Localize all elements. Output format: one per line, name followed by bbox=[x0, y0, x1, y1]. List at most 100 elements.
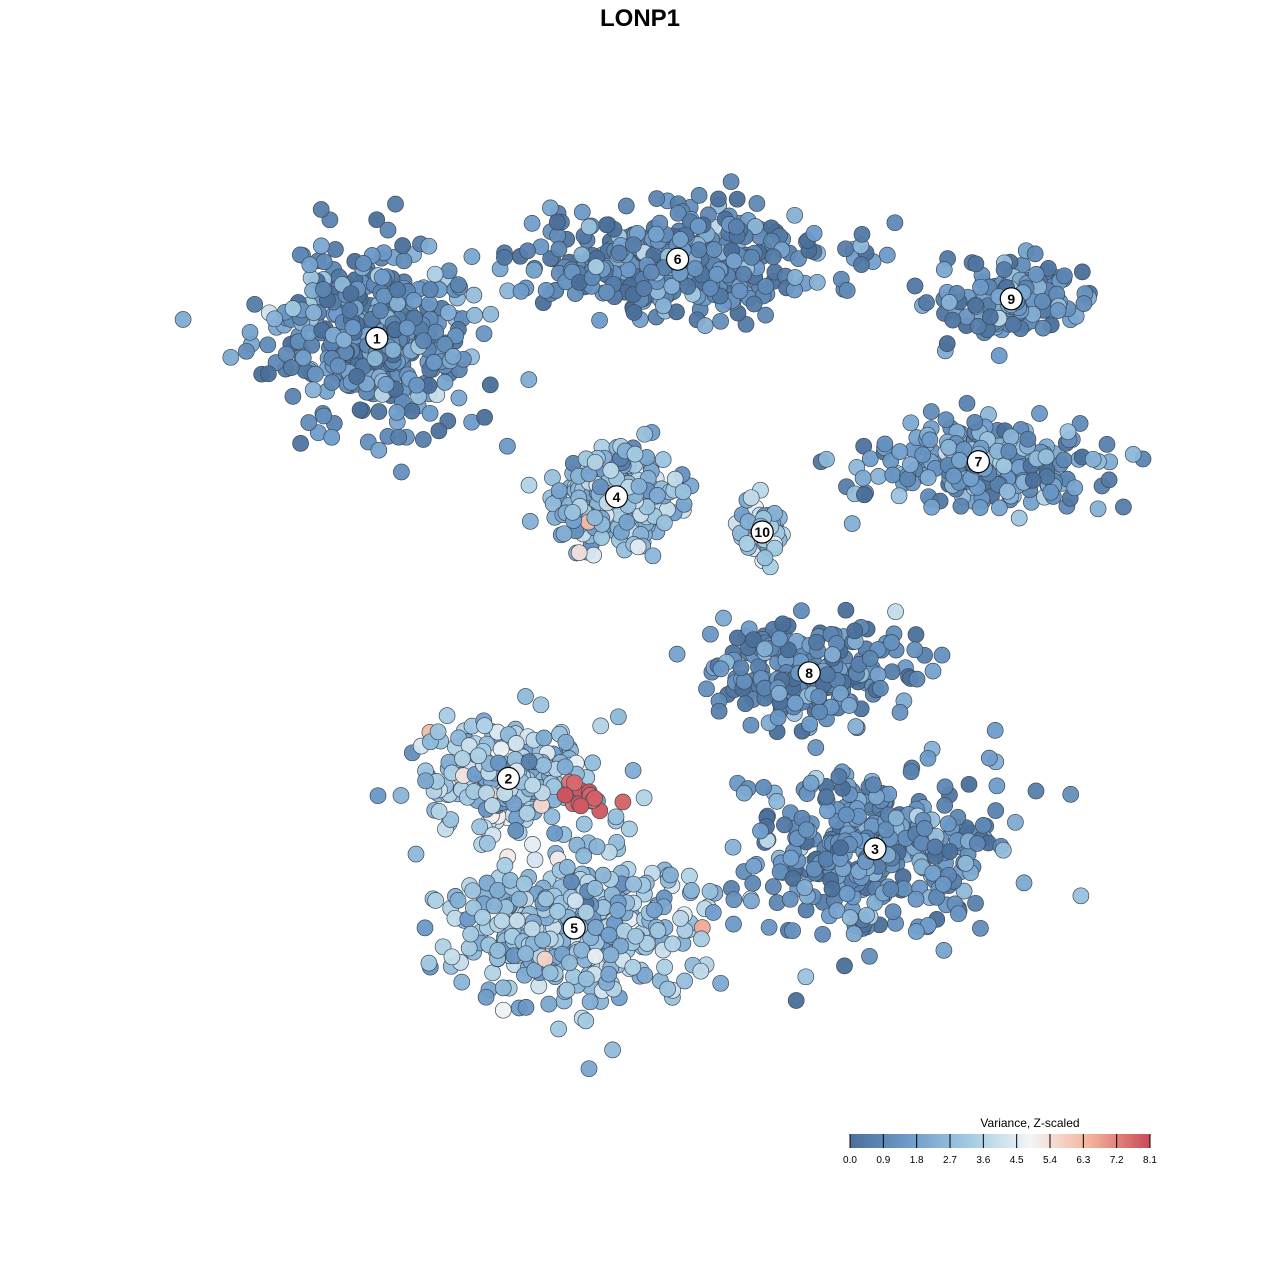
cell-point bbox=[373, 268, 391, 286]
cell-point bbox=[668, 645, 686, 663]
cell-point bbox=[1042, 483, 1060, 501]
cell-point bbox=[439, 304, 457, 321]
cell-point bbox=[342, 285, 360, 303]
cell-point bbox=[1019, 430, 1037, 448]
cell-point bbox=[284, 300, 302, 317]
cell-point bbox=[940, 439, 958, 456]
cell-point bbox=[1037, 448, 1055, 466]
cell-point bbox=[647, 225, 665, 243]
cluster-label-badge bbox=[750, 520, 774, 544]
cell-point bbox=[1073, 263, 1091, 281]
cell-point bbox=[407, 845, 425, 863]
cell-point bbox=[757, 278, 775, 295]
cell-point bbox=[967, 255, 985, 273]
cell-point bbox=[724, 838, 742, 856]
cell-point bbox=[990, 347, 1008, 364]
cell-point bbox=[710, 702, 728, 720]
cell-point bbox=[940, 294, 958, 311]
cell-point bbox=[327, 241, 344, 258]
cell-point bbox=[883, 663, 901, 681]
cell-point bbox=[174, 311, 192, 328]
cell-point bbox=[1055, 451, 1073, 469]
cell-point bbox=[914, 446, 932, 464]
cell-point bbox=[556, 758, 574, 776]
cell-point bbox=[663, 278, 681, 295]
cluster-label-9: 9 bbox=[999, 287, 1023, 311]
cell-point bbox=[908, 670, 926, 688]
cell-point bbox=[938, 335, 956, 352]
cell-point bbox=[598, 283, 616, 301]
cell-point bbox=[558, 859, 576, 876]
cell-point bbox=[259, 336, 277, 354]
cell-point bbox=[939, 815, 957, 833]
cell-point bbox=[602, 946, 620, 964]
cell-point bbox=[625, 875, 642, 893]
cell-point bbox=[743, 249, 761, 266]
cluster-label-badge bbox=[966, 450, 991, 474]
cell-point bbox=[1056, 267, 1073, 285]
cell-point bbox=[769, 709, 787, 727]
cell-point bbox=[676, 972, 693, 990]
cell-point bbox=[1027, 266, 1045, 283]
cell-point bbox=[974, 817, 992, 834]
cell-point bbox=[377, 376, 395, 393]
cell-point bbox=[1034, 292, 1051, 310]
cell-point bbox=[592, 717, 610, 735]
cell-point bbox=[517, 999, 535, 1016]
cell-point bbox=[624, 762, 642, 779]
legend-tick-label: 0.0 bbox=[843, 1155, 857, 1166]
chart-title: LONP1 bbox=[600, 5, 680, 32]
cell-point bbox=[952, 497, 970, 515]
cluster-label-badge bbox=[365, 326, 389, 350]
cell-point bbox=[370, 441, 388, 459]
cell-point bbox=[507, 822, 525, 839]
cell-point bbox=[482, 305, 500, 323]
cell-point bbox=[1031, 405, 1048, 422]
cell-point bbox=[907, 626, 925, 643]
cell-point bbox=[520, 753, 538, 771]
cell-point bbox=[427, 892, 444, 909]
cluster-label-text: 5 bbox=[570, 920, 578, 936]
cell-point bbox=[710, 190, 727, 208]
cell-point bbox=[808, 273, 826, 291]
cell-point bbox=[384, 341, 402, 359]
cell-point bbox=[335, 331, 353, 349]
cell-point bbox=[436, 336, 454, 353]
cell-point bbox=[891, 443, 909, 460]
cell-point bbox=[745, 295, 763, 313]
cell-point bbox=[600, 965, 618, 983]
cell-point bbox=[916, 820, 933, 837]
cell-point bbox=[1049, 302, 1067, 319]
cell-point bbox=[636, 425, 654, 443]
cell-point bbox=[698, 680, 715, 698]
cell-point bbox=[617, 197, 635, 215]
cell-point bbox=[926, 838, 944, 856]
cell-point bbox=[712, 312, 729, 330]
cell-point bbox=[415, 332, 432, 350]
cell-point bbox=[476, 408, 493, 426]
cell-point bbox=[845, 925, 863, 943]
cluster-label-4: 4 bbox=[604, 485, 629, 509]
cell-point bbox=[787, 992, 805, 1009]
cell-point bbox=[705, 241, 723, 258]
cell-point bbox=[856, 486, 873, 504]
legend-tick-label: 7.2 bbox=[1110, 1155, 1124, 1166]
cell-point bbox=[696, 317, 714, 334]
cell-point bbox=[1000, 443, 1018, 460]
cell-point bbox=[577, 970, 595, 988]
colorbar bbox=[850, 1134, 1150, 1148]
cell-point bbox=[732, 659, 750, 677]
cell-point bbox=[872, 680, 889, 697]
cell-point bbox=[935, 261, 953, 278]
cell-point bbox=[768, 793, 786, 810]
cell-point bbox=[1072, 887, 1090, 905]
cluster-label-text: 8 bbox=[805, 665, 813, 681]
cell-point bbox=[704, 904, 722, 921]
cell-point bbox=[902, 414, 920, 432]
cell-point bbox=[824, 646, 841, 663]
cell-point bbox=[307, 365, 324, 383]
cell-point bbox=[420, 237, 438, 255]
cell-point bbox=[629, 538, 647, 556]
cell-point bbox=[1024, 471, 1042, 489]
